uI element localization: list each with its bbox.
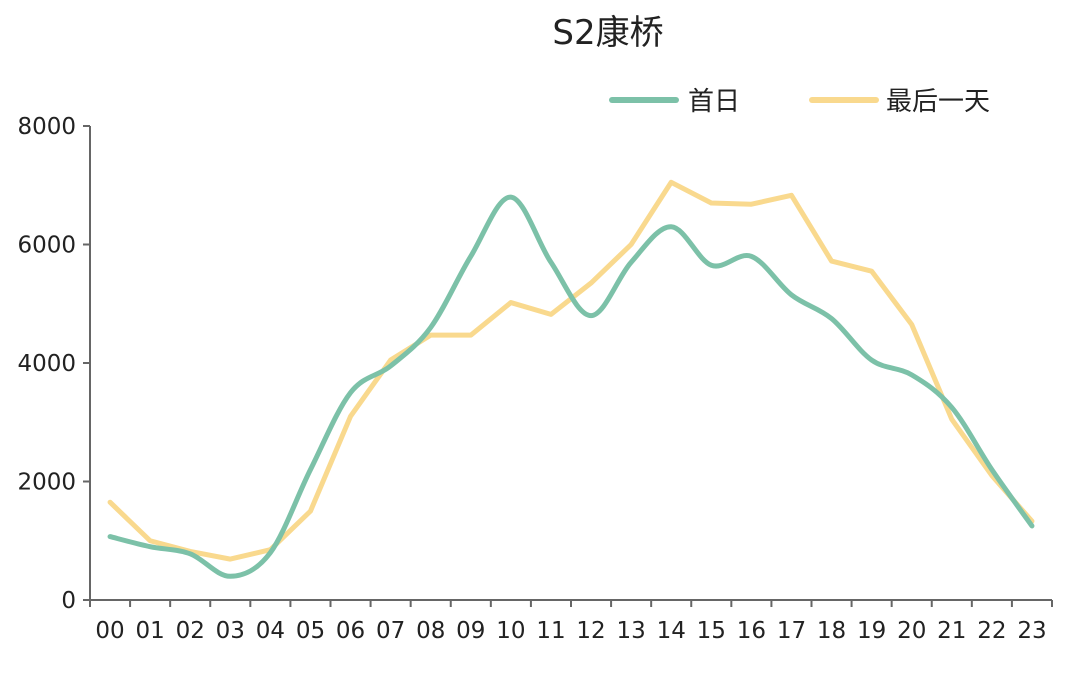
x-tick-label: 18 <box>817 618 846 644</box>
x-tick-label: 21 <box>937 618 966 644</box>
x-tick-label: 04 <box>256 618 285 644</box>
series-layer <box>107 179 1035 579</box>
x-tick-label: 14 <box>657 618 686 644</box>
x-tick-label: 07 <box>376 618 405 644</box>
x-tick-label: 15 <box>697 618 726 644</box>
chart-axes <box>89 126 1052 601</box>
x-tick-label: 20 <box>897 618 926 644</box>
x-tick-label: 10 <box>496 618 525 644</box>
x-axis-ticks: 00 01 02 03 04 05 06 07 08 09 10 11 12 13 14 15 16 17 18 19… <box>89 600 1053 644</box>
y-tick-label: 0 <box>61 588 76 614</box>
y-axis-ticks: 0 2000 4000 6000 8000 <box>17 114 90 614</box>
x-tick-label: 16 <box>737 618 766 644</box>
legend-label-first-day: 首日 <box>688 87 740 117</box>
x-tick-label: 12 <box>576 618 605 644</box>
y-tick-label: 2000 <box>17 470 76 496</box>
x-tick-label: 02 <box>176 618 205 644</box>
y-tick-label: 8000 <box>17 114 76 140</box>
x-tick-label: 06 <box>336 618 365 644</box>
chart-title: S2康桥 <box>552 13 663 53</box>
y-tick-label: 4000 <box>17 351 76 377</box>
x-tick-label: 22 <box>977 618 1006 644</box>
x-tick-label: 00 <box>95 618 124 644</box>
x-tick-label: 11 <box>536 618 565 644</box>
y-tick-label: 6000 <box>17 233 76 259</box>
x-tick-label: 13 <box>616 618 645 644</box>
x-tick-label: 09 <box>456 618 485 644</box>
series-line-first-day <box>107 194 1035 579</box>
x-tick-label: 08 <box>416 618 445 644</box>
x-tick-label: 17 <box>777 618 806 644</box>
chart-legend: 首日 最后一天 <box>609 87 990 117</box>
legend-label-last-day: 最后一天 <box>886 87 990 117</box>
x-tick-label: 01 <box>135 618 164 644</box>
x-tick-label: 23 <box>1017 618 1046 644</box>
x-tick-label: 19 <box>857 618 886 644</box>
x-tick-label: 05 <box>296 618 325 644</box>
x-tick-label: 03 <box>216 618 245 644</box>
